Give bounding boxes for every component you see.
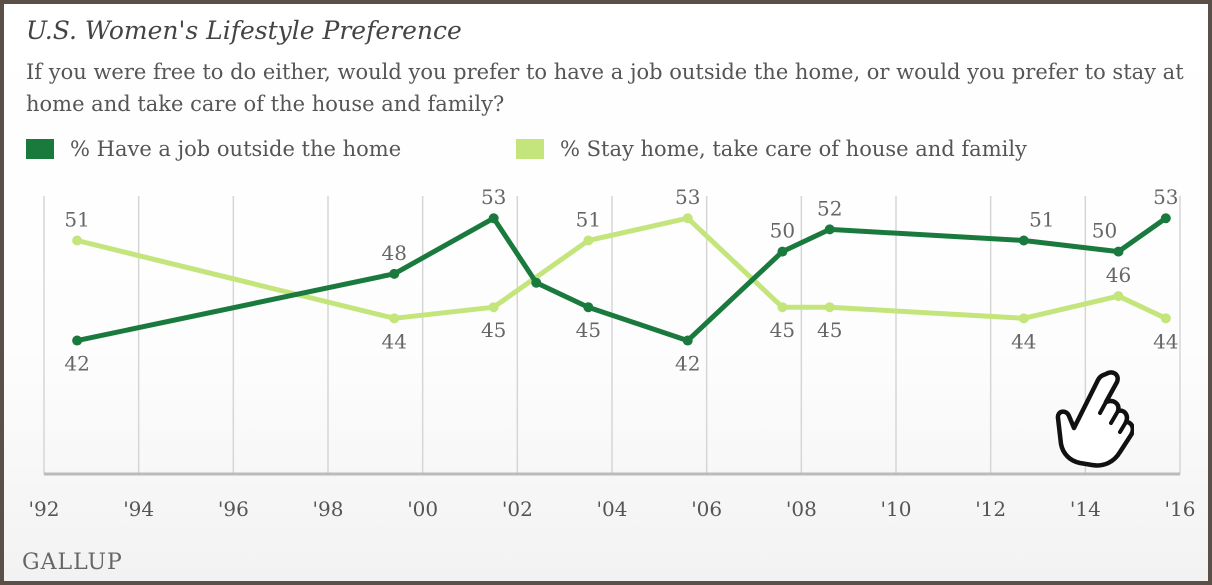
legend-swatch-home — [516, 139, 544, 159]
data-label: 46 — [1106, 263, 1131, 287]
data-label: 50 — [770, 219, 795, 243]
data-point — [72, 235, 83, 246]
data-label: 51 — [576, 207, 601, 231]
data-label: 51 — [1029, 207, 1054, 231]
data-point — [1160, 313, 1171, 324]
data-point — [682, 213, 693, 224]
series-line-1 — [76, 215, 1167, 321]
x-axis: '92 '94 '96 '98 '00 '02 '04 '06 '08 '10 '12 '14 '16 — [29, 472, 1196, 521]
data-label: 53 — [1153, 185, 1178, 209]
data-label: 42 — [64, 352, 89, 376]
data-label: 50 — [1092, 219, 1117, 243]
data-labels: 51 44 45 51 53 45 45 44 46 44 42 48 53 45 42 50 52 51 50 53 — [64, 185, 1178, 375]
line-chart: '92'94'96'98'00'02'04'06'08'10'12'14'16 … — [29, 185, 1196, 521]
data-point — [777, 246, 788, 257]
legend-label-job: % Have a job outside the home — [70, 137, 402, 161]
data-label: 44 — [1011, 329, 1036, 353]
data-label: 53 — [481, 185, 506, 209]
data-point — [1018, 235, 1029, 246]
data-label: 52 — [817, 196, 842, 220]
pointing-hand-icon — [1055, 370, 1134, 468]
data-point — [1113, 291, 1124, 302]
legend-item-job: % Have a job outside the home — [26, 136, 401, 162]
legend-label-home: % Stay home, take care of house and fami… — [560, 137, 1027, 161]
x-tick-label: '10 — [881, 497, 912, 521]
data-label: 45 — [817, 318, 842, 342]
data-label: 45 — [770, 318, 795, 342]
x-tick-label: '96 — [218, 497, 249, 521]
legend-item-home: % Stay home, take care of house and fami… — [516, 136, 1027, 162]
data-label: 45 — [481, 318, 506, 342]
data-label: 44 — [382, 329, 407, 353]
series-lines — [76, 215, 1168, 344]
x-tick-label: '92 — [29, 497, 60, 521]
data-point — [1160, 213, 1171, 224]
chart-frame: U.S. Women's Lifestyle Preference If you… — [4, 4, 1208, 581]
data-label: 51 — [64, 207, 89, 231]
x-tick-label: '00 — [407, 497, 438, 521]
x-tick-label: '02 — [502, 497, 533, 521]
gallup-logo: GALLUP — [22, 550, 123, 575]
x-tick-label: '08 — [786, 497, 817, 521]
x-tick-label: '98 — [313, 497, 344, 521]
chart-subtitle: If you were free to do either, would you… — [26, 60, 1184, 116]
legend-swatch-job — [26, 139, 54, 159]
data-point — [389, 268, 400, 279]
data-point — [1113, 246, 1124, 257]
x-tick-label: '12 — [975, 497, 1006, 521]
data-point — [488, 213, 499, 224]
data-point — [583, 302, 594, 313]
data-label: 48 — [382, 241, 407, 265]
x-tick-label: '16 — [1165, 497, 1196, 521]
data-points — [72, 213, 1171, 346]
data-point — [824, 224, 835, 235]
data-point — [583, 235, 594, 246]
x-tick-label: '14 — [1070, 497, 1101, 521]
data-point — [1018, 313, 1029, 324]
data-point — [777, 302, 788, 313]
data-point — [531, 277, 542, 288]
data-label: 45 — [576, 318, 601, 342]
x-tick-label: '04 — [597, 497, 628, 521]
data-point — [389, 313, 400, 324]
x-tick-label: '94 — [123, 497, 154, 521]
data-label: 53 — [675, 185, 700, 209]
data-point — [488, 302, 499, 313]
data-point — [72, 335, 83, 346]
data-label: 44 — [1153, 329, 1178, 353]
data-point — [824, 302, 835, 313]
chart-title: U.S. Women's Lifestyle Preference — [26, 16, 462, 45]
x-tick-label: '06 — [691, 497, 722, 521]
data-label: 42 — [675, 352, 700, 376]
data-point — [682, 335, 693, 346]
